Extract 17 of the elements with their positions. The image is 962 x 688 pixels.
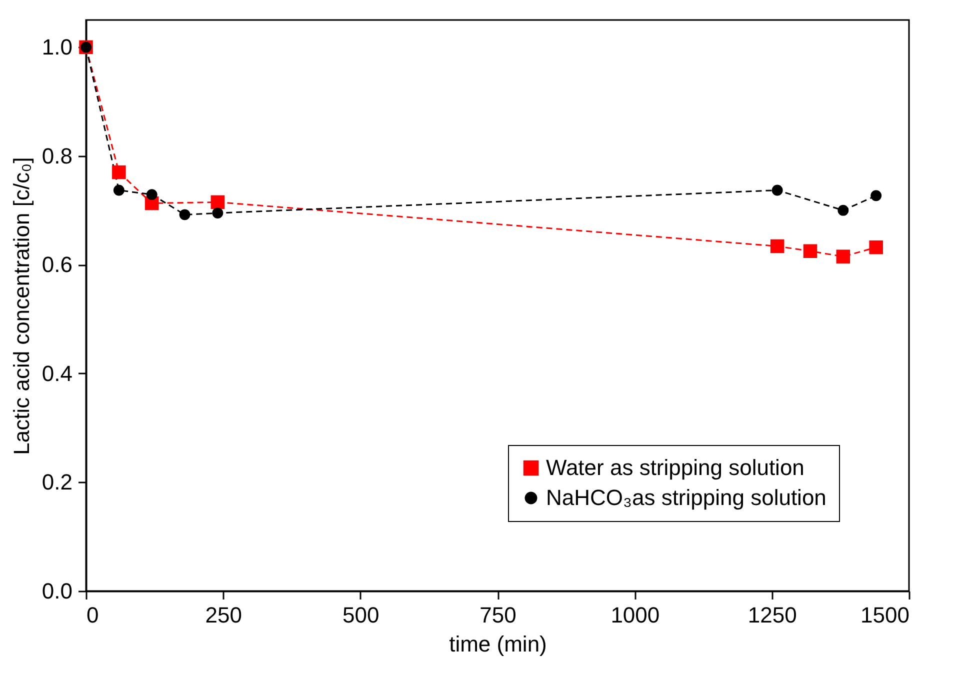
x-tick-label: 500 (342, 602, 380, 628)
y-axis-title: Lactic acid concentration [c/c₀] (8, 157, 34, 455)
x-tick-label: 1500 (860, 602, 910, 628)
x-tick-label: 1250 (748, 602, 797, 628)
legend-label: Water as stripping solution (546, 455, 804, 480)
x-axis-title: time (min) (449, 632, 547, 656)
y-tick-label: 0.4 (42, 360, 72, 386)
y-tick-label: 0.0 (42, 578, 72, 604)
x-tick-label: 0 (86, 602, 99, 628)
y-tick-label: 0.8 (42, 143, 72, 168)
y-tick-label: 0.2 (42, 470, 72, 495)
y-tick-label: 0.6 (42, 252, 72, 278)
y-tick-label: 1.0 (42, 34, 72, 60)
x-tick-label: 1000 (610, 602, 660, 628)
legend-label: NaHCO₃as stripping solution (546, 485, 826, 510)
x-tick-label: 250 (205, 602, 242, 628)
x-tick-label: 750 (480, 602, 516, 628)
